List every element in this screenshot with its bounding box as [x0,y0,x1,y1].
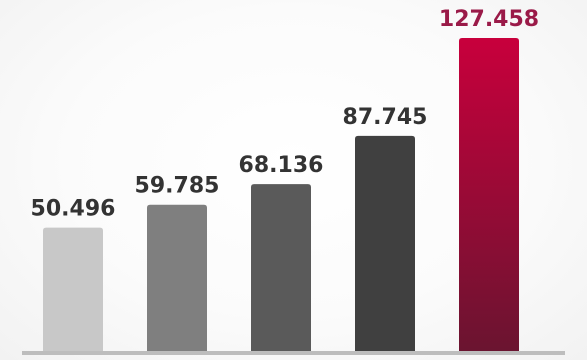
bars-layer [43,38,519,352]
data-label-2: 59.785 [135,174,220,199]
data-label-3: 68.136 [239,153,324,178]
data-label-5: 127.458 [439,7,539,32]
data-labels-layer: 50.496 59.785 68.136 87.745 127.458 [31,7,540,222]
bar-4 [355,135,415,352]
bar-3 [251,184,311,352]
data-label-4: 87.745 [343,105,428,130]
data-label-1: 50.496 [31,197,116,222]
bar-1 [43,227,103,352]
bar-5 [459,38,519,352]
bar-2 [147,204,207,352]
